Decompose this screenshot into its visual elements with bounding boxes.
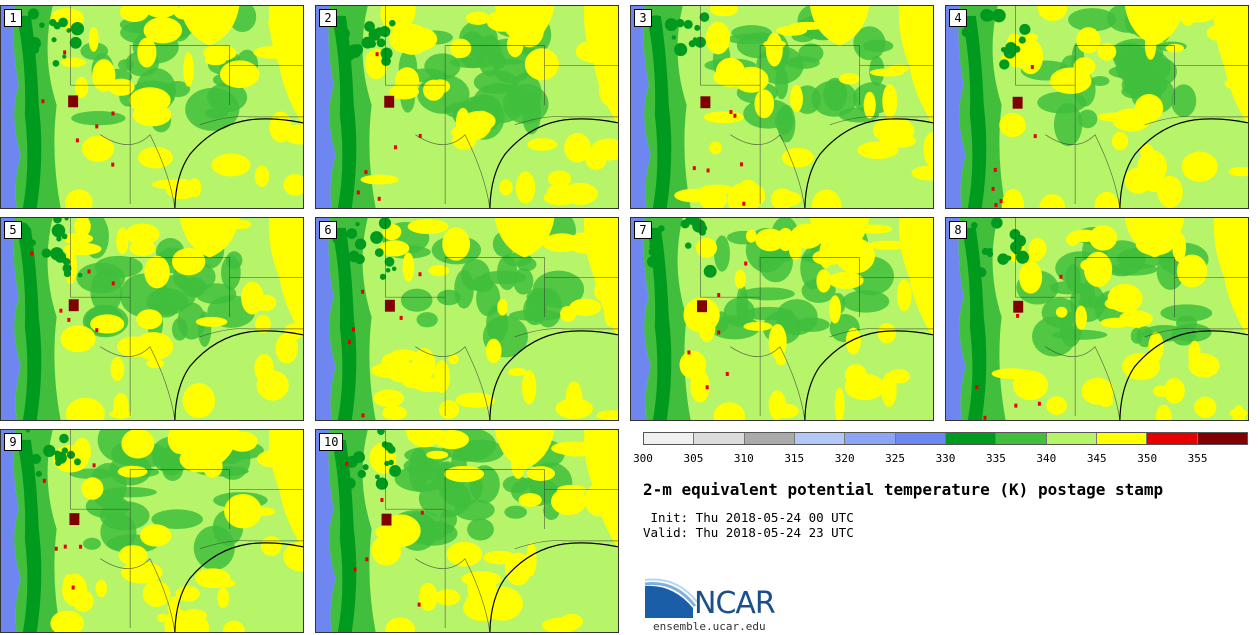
postage-stamp-map: 8 bbox=[945, 217, 1249, 421]
color-scale-segment bbox=[1147, 433, 1198, 444]
member-map-image bbox=[631, 6, 933, 208]
member-map-image bbox=[1, 6, 303, 208]
postage-stamp-map: 2 bbox=[315, 5, 619, 209]
member-label: 7 bbox=[634, 221, 652, 239]
color-scale-segment bbox=[945, 433, 997, 444]
color-scale-segment bbox=[1096, 433, 1148, 444]
member-map-image bbox=[1, 430, 303, 632]
color-scale-segment bbox=[996, 433, 1047, 444]
color-scale-tick-label: 300 bbox=[633, 452, 653, 465]
postage-stamp-map: 1 bbox=[0, 5, 304, 209]
member-label: 10 bbox=[319, 433, 344, 451]
color-scale-bar bbox=[643, 432, 1248, 445]
color-scale-tick-label: 350 bbox=[1137, 452, 1158, 465]
color-scale-tick-label: 325 bbox=[885, 452, 906, 465]
member-label: 1 bbox=[4, 9, 22, 27]
member-label: 2 bbox=[319, 9, 337, 27]
member-label: 9 bbox=[4, 433, 22, 451]
color-scale-tick-label: 335 bbox=[985, 452, 1006, 465]
color-scale-segment bbox=[644, 433, 695, 444]
postage-stamp-map: 3 bbox=[630, 5, 934, 209]
member-map-image bbox=[631, 218, 933, 420]
color-scale-tick-label: 340 bbox=[1036, 452, 1057, 465]
ncar-logo-icon bbox=[644, 578, 698, 618]
color-scale-segment bbox=[794, 433, 846, 444]
color-scale-segment bbox=[744, 433, 795, 444]
figure-title: 2-m equivalent potential temperature (K)… bbox=[643, 480, 1164, 499]
member-label: 3 bbox=[634, 9, 652, 27]
postage-stamp-map: 6 bbox=[315, 217, 619, 421]
valid-time: Valid: Thu 2018-05-24 23 UTC bbox=[643, 525, 854, 540]
color-scale-tick-label: 330 bbox=[935, 452, 956, 465]
color-scale-tick-label: 320 bbox=[834, 452, 855, 465]
init-time: Init: Thu 2018-05-24 00 UTC bbox=[643, 510, 854, 525]
color-scale-segment bbox=[1046, 433, 1097, 444]
member-label: 6 bbox=[319, 221, 337, 239]
color-scale-segment bbox=[1197, 433, 1247, 444]
member-map-image bbox=[1, 218, 303, 420]
site-url: ensemble.ucar.edu bbox=[653, 620, 766, 633]
color-scale-segment bbox=[895, 433, 946, 444]
color-scale-tick-label: 315 bbox=[784, 452, 805, 465]
member-map-image bbox=[316, 6, 618, 208]
postage-stamp-map: 9 bbox=[0, 429, 304, 633]
postage-stamp-map: 10 bbox=[315, 429, 619, 633]
color-scale-tick-label: 345 bbox=[1086, 452, 1107, 465]
ncar-logo-text: NCAR bbox=[694, 586, 776, 621]
color-scale-tick-label: 305 bbox=[683, 452, 704, 465]
color-scale-tick-label: 310 bbox=[733, 452, 754, 465]
color-scale-tick-label: 355 bbox=[1187, 452, 1208, 465]
member-map-image bbox=[946, 218, 1248, 420]
member-map-image bbox=[316, 430, 618, 632]
member-label: 4 bbox=[949, 9, 967, 27]
member-map-image bbox=[946, 6, 1248, 208]
postage-stamp-map: 4 bbox=[945, 5, 1249, 209]
member-map-image bbox=[316, 218, 618, 420]
color-scale-segment bbox=[694, 433, 745, 444]
postage-stamp-map: 5 bbox=[0, 217, 304, 421]
member-label: 8 bbox=[949, 221, 967, 239]
member-label: 5 bbox=[4, 221, 22, 239]
color-scale-segment bbox=[845, 433, 896, 444]
postage-stamp-map: 7 bbox=[630, 217, 934, 421]
